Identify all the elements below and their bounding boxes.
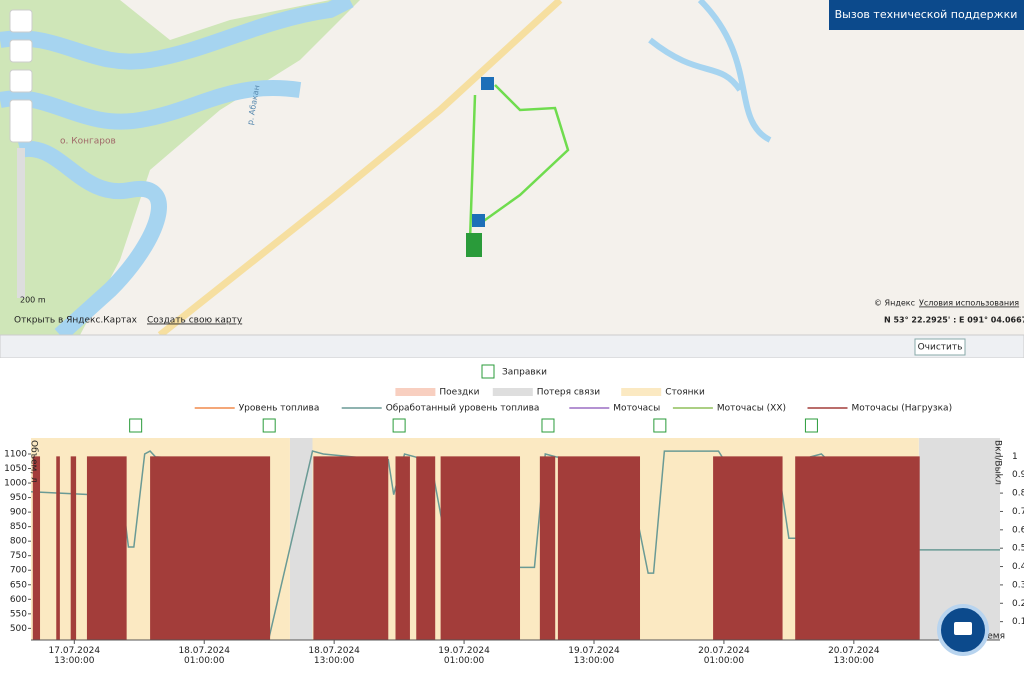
parking-icon bbox=[472, 214, 485, 227]
engine-on bbox=[56, 456, 60, 640]
map-search[interactable] bbox=[9, 9, 33, 33]
y2-tick-label: 0.9 bbox=[1012, 470, 1024, 480]
y2-tick-label: 0.3 bbox=[1012, 580, 1024, 590]
y2-axis-label: Вкл/Выкл bbox=[993, 440, 1003, 485]
engine-on bbox=[70, 456, 77, 640]
y-tick-label: 600 bbox=[10, 595, 27, 605]
y2-tick-label: 1 bbox=[1012, 452, 1018, 462]
legend-label: Обработанный уровень топлива bbox=[386, 404, 540, 414]
y-tick-label: 500 bbox=[10, 624, 27, 634]
y-tick-label: 800 bbox=[10, 537, 27, 547]
x-tick-label: 19.07.2024 13:00:00 bbox=[568, 646, 620, 666]
legend-label: Моточасы bbox=[613, 404, 660, 414]
coordinates: N 53° 22.2925' : E 091° 04.0667' bbox=[884, 316, 1024, 325]
x-tick-label: 18.07.2024 13:00:00 bbox=[308, 646, 360, 666]
island-label: о. Конгаров bbox=[60, 137, 116, 147]
x-tick-label: 19.07.2024 01:00:00 bbox=[438, 646, 490, 666]
x-tick-label: 20.07.2024 01:00:00 bbox=[698, 646, 750, 666]
support-text[interactable]: Вызов технической поддержки bbox=[835, 8, 1018, 21]
fuel-line bbox=[30, 450, 1000, 638]
x-tick-label: 18.07.2024 01:00:00 bbox=[178, 646, 230, 666]
engine-on bbox=[795, 456, 920, 640]
y2-tick-label: 0.2 bbox=[1012, 599, 1024, 609]
y-tick-label: 550 bbox=[10, 609, 27, 619]
zoom-slider[interactable] bbox=[17, 148, 25, 298]
legend-label: Уровень топлива bbox=[239, 404, 320, 414]
legend-swatch bbox=[621, 388, 662, 396]
refuel-marker bbox=[653, 418, 667, 433]
y-tick-label: 650 bbox=[10, 580, 27, 590]
parking-icon bbox=[481, 77, 494, 90]
legend-label: Моточасы (ХХ) bbox=[717, 404, 786, 414]
y2-tick-label: 0.5 bbox=[1012, 544, 1024, 554]
road bbox=[157, 0, 563, 338]
forest bbox=[0, 0, 360, 335]
legend-swatch bbox=[492, 388, 533, 396]
engine-on bbox=[440, 456, 521, 640]
create-link[interactable]: Создать свою карту bbox=[147, 316, 243, 326]
y-tick-label: 700 bbox=[10, 566, 27, 576]
y-tick-label: 1000 bbox=[4, 479, 27, 489]
legend-label: Моточасы (Нагрузка) bbox=[852, 404, 953, 414]
river bbox=[0, 0, 354, 341]
clear-text[interactable]: Очистить bbox=[918, 343, 963, 353]
engine-on bbox=[86, 456, 127, 640]
legend-label: Поездки bbox=[439, 388, 479, 398]
x-tick-label: 17.07.2024 13:00:00 bbox=[48, 646, 101, 666]
terms[interactable]: Условия использования bbox=[919, 299, 1019, 308]
support-button[interactable] bbox=[829, 0, 1024, 30]
band bbox=[289, 438, 313, 640]
scale-label: 200 m bbox=[20, 296, 46, 305]
legend-label: Потеря связи bbox=[537, 388, 600, 398]
y2-tick-label: 0.1 bbox=[1012, 617, 1024, 627]
map-eye[interactable] bbox=[9, 39, 33, 63]
refuel-legend-icon bbox=[481, 364, 495, 379]
engine-on bbox=[32, 456, 41, 640]
y2-tick-label: 0.8 bbox=[1012, 489, 1024, 499]
refuel-marker bbox=[262, 418, 276, 433]
engine-on bbox=[313, 456, 389, 640]
x-axis-label: Время bbox=[975, 632, 1005, 642]
refuel-marker bbox=[392, 418, 406, 433]
x-tick-label: 20.07.2024 13:00:00 bbox=[828, 646, 880, 666]
open-link[interactable]: Открыть в Яндекс.Картах bbox=[14, 316, 138, 326]
stream bbox=[648, 0, 772, 143]
map-layers[interactable] bbox=[9, 69, 33, 93]
engine-on bbox=[395, 456, 410, 640]
track bbox=[468, 84, 570, 241]
y2-tick-label: 0.6 bbox=[1012, 525, 1024, 535]
refuel-icons bbox=[466, 233, 482, 257]
chat-icon[interactable] bbox=[954, 622, 972, 635]
y-tick-label: 950 bbox=[10, 493, 27, 503]
refuel-marker bbox=[541, 418, 555, 433]
zoom-buttons[interactable] bbox=[9, 99, 33, 143]
engine-on bbox=[539, 456, 556, 640]
y-tick-label: 1100 bbox=[4, 449, 27, 459]
y-tick-label: 850 bbox=[10, 522, 27, 532]
legend-label: Заправки bbox=[502, 368, 547, 378]
legend-swatch bbox=[395, 388, 436, 396]
y2-tick-label: 0.4 bbox=[1012, 562, 1024, 572]
plot: Заправки Поездки Потеря связи Стоянки Уровен… bbox=[4, 364, 1024, 644]
refuel-marker bbox=[129, 418, 143, 433]
y-tick-label: 1050 bbox=[4, 464, 27, 474]
y2-tick-label: 0.7 bbox=[1012, 507, 1024, 517]
y-tick-label: 750 bbox=[10, 551, 27, 561]
engine-on bbox=[713, 456, 783, 640]
toolbar bbox=[0, 334, 1024, 359]
engine-on bbox=[557, 456, 641, 640]
copyright: © Яндекс bbox=[874, 299, 915, 308]
y-axis-label: Объем, л bbox=[29, 440, 39, 483]
y-tick-label: 900 bbox=[10, 508, 27, 518]
clear-button[interactable] bbox=[914, 338, 966, 356]
engine-on bbox=[150, 456, 271, 640]
refuel-marker bbox=[804, 418, 818, 433]
legend-label: Стоянки bbox=[665, 388, 705, 398]
engine-on bbox=[416, 456, 436, 640]
